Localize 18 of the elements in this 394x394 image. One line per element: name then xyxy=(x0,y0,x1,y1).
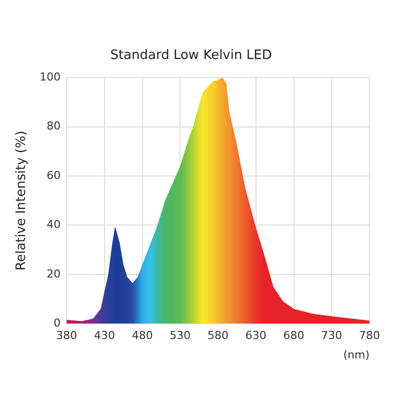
x-tick-label: 730 xyxy=(321,329,342,342)
x-tick-label: 580 xyxy=(208,329,229,342)
x-tick-label: 780 xyxy=(359,329,380,342)
y-tick-label: 100 xyxy=(40,70,61,84)
chart-title: Standard Low Kelvin LED xyxy=(110,48,272,64)
x-tick-label: 530 xyxy=(170,329,191,342)
x-axis-title: (nm) xyxy=(343,348,370,362)
x-tick-label: 630 xyxy=(245,329,266,342)
y-tick-label: 40 xyxy=(46,218,61,232)
y-tick-label: 60 xyxy=(46,168,61,182)
y-axis-title: Relative Intensity (%) xyxy=(14,130,30,270)
y-tick-label: 20 xyxy=(46,267,61,280)
y-tick-label: 80 xyxy=(46,120,61,133)
x-tick-label: 380 xyxy=(56,329,78,342)
y-tick-label: 0 xyxy=(54,316,61,330)
x-tick-label: 680 xyxy=(283,329,304,342)
x-tick-label: 430 xyxy=(94,329,115,342)
x-tick-label: 480 xyxy=(132,329,153,342)
